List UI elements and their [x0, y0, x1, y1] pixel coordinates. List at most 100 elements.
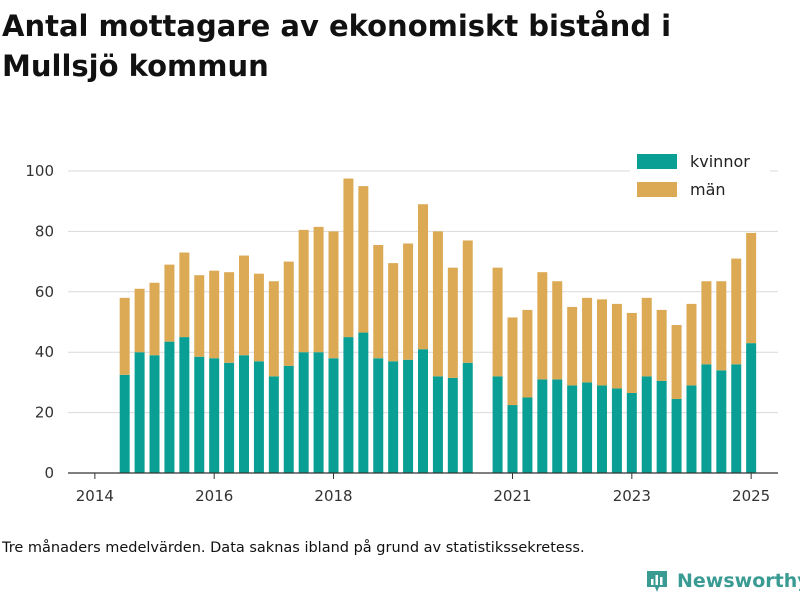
bar-kvinnor: [656, 380, 667, 473]
bar-man: [298, 229, 309, 353]
bar-man: [656, 309, 667, 381]
brand-name: Newsworthy: [677, 570, 800, 592]
bar-man: [567, 306, 578, 386]
bar-man: [418, 204, 428, 350]
y-tick-label: 20: [35, 404, 54, 422]
y-tick-label: 40: [35, 343, 54, 361]
bar-man: [641, 297, 652, 377]
bar-man: [701, 281, 712, 365]
bar-kvinnor: [194, 356, 205, 473]
bar-man: [149, 282, 160, 356]
bar-kvinnor: [582, 382, 593, 473]
bar-man: [194, 275, 205, 357]
bar-man: [492, 267, 503, 377]
bar-man: [253, 273, 264, 362]
bar-man: [224, 272, 235, 363]
bar-man: [611, 303, 622, 389]
x-tick-label: 2014: [76, 487, 114, 505]
x-tick-label: 2025: [732, 487, 770, 505]
bar-kvinnor: [641, 376, 652, 473]
bar-kvinnor: [328, 358, 339, 473]
bar-man: [209, 270, 220, 359]
y-tick-label: 100: [25, 162, 54, 180]
chart-title: Antal mottagare av ekonomiskt bistånd i …: [2, 9, 672, 83]
bar-man: [313, 226, 324, 353]
x-tick-label: 2018: [314, 487, 352, 505]
bar-man: [403, 243, 414, 360]
bar-man: [119, 297, 130, 375]
brand-logo[interactable]: Newsworthy: [645, 568, 800, 594]
bar-man: [164, 264, 175, 342]
bar-man: [373, 244, 384, 359]
bar-kvinnor: [209, 358, 220, 473]
legend-swatch: [637, 154, 677, 169]
x-tick-label: 2016: [195, 487, 233, 505]
bar-chart-logo-icon: [647, 571, 667, 592]
bar-kvinnor: [507, 405, 518, 473]
bar-kvinnor: [253, 361, 264, 473]
bar-kvinnor: [492, 376, 503, 473]
bar-kvinnor: [626, 392, 637, 473]
bar-kvinnor: [671, 399, 682, 473]
bar-kvinnor: [358, 332, 369, 473]
bar-man: [671, 325, 682, 400]
bar-man: [268, 281, 279, 377]
legend-swatch: [637, 182, 677, 197]
bar-man: [552, 281, 563, 380]
bar-kvinnor: [313, 352, 324, 473]
bar-kvinnor: [179, 337, 190, 473]
bar-man: [746, 232, 757, 344]
bar-kvinnor: [462, 362, 473, 473]
x-tick-label: 2021: [493, 487, 531, 505]
bar-kvinnor: [403, 359, 414, 473]
bar-man: [343, 178, 354, 338]
bar-man: [179, 252, 190, 338]
bar-man: [507, 317, 518, 406]
bar-kvinnor: [447, 377, 458, 473]
bar-kvinnor: [119, 374, 130, 473]
bar-kvinnor: [522, 397, 533, 473]
bar-man: [716, 281, 727, 371]
bar-man: [686, 303, 697, 386]
bar-kvinnor: [552, 379, 563, 473]
bar-kvinnor: [343, 337, 354, 473]
bar-kvinnor: [432, 376, 443, 473]
bar-kvinnor: [418, 349, 428, 473]
bar-kvinnor: [164, 341, 175, 473]
bar-man: [596, 299, 607, 386]
bar-man: [432, 231, 443, 377]
bar-kvinnor: [268, 376, 279, 473]
bar-kvinnor: [388, 361, 399, 473]
bar-man: [239, 255, 250, 356]
bar-kvinnor: [537, 379, 548, 473]
bar-kvinnor: [716, 370, 727, 473]
bar-kvinnor: [731, 364, 742, 473]
bar-kvinnor: [373, 358, 384, 473]
x-tick-label: 2023: [613, 487, 651, 505]
bar-man: [358, 186, 369, 333]
bar-man: [388, 263, 399, 362]
bar-kvinnor: [611, 388, 622, 473]
y-tick-label: 0: [44, 464, 54, 482]
y-tick-label: 80: [35, 222, 54, 240]
bar-kvinnor: [239, 355, 250, 473]
bar-man: [731, 258, 742, 365]
bar-kvinnor: [134, 352, 145, 473]
bar-kvinnor: [283, 365, 294, 473]
bar-man: [328, 231, 339, 359]
bar-kvinnor: [298, 352, 309, 473]
bar-man: [537, 272, 548, 380]
legend-label: kvinnor: [690, 152, 750, 171]
bar-kvinnor: [701, 364, 712, 473]
bar-man: [522, 309, 533, 398]
footnote: Tre månaders medelvärden. Data saknas ib…: [2, 540, 585, 556]
bar-kvinnor: [686, 385, 697, 473]
bar-kvinnor: [149, 355, 160, 473]
bar-man: [626, 312, 637, 393]
bar-man: [134, 288, 145, 353]
bar-kvinnor: [596, 385, 607, 473]
legend-label: män: [690, 180, 726, 199]
bar-man: [582, 297, 593, 383]
bar-kvinnor: [746, 343, 757, 473]
